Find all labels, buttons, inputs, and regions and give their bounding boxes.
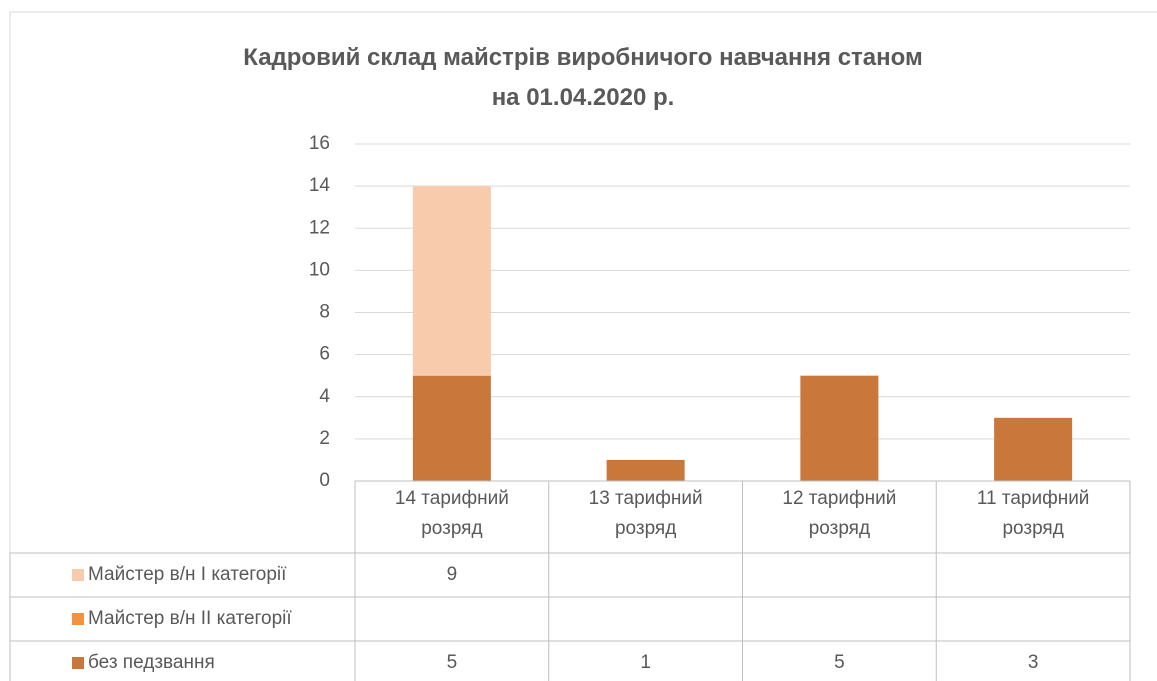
y-tick-label: 14 xyxy=(309,175,331,196)
bar xyxy=(412,186,491,376)
data-label: 5 xyxy=(834,652,845,673)
bar xyxy=(994,417,1073,481)
y-tick-label: 8 xyxy=(319,302,330,323)
bar xyxy=(800,375,879,481)
y-tick-label: 12 xyxy=(309,217,330,238)
bar xyxy=(412,375,491,481)
y-tick-label: 16 xyxy=(309,133,330,154)
y-tick-label: 0 xyxy=(319,470,330,491)
y-tick-label: 6 xyxy=(319,344,330,365)
x-tick-label: 11 тарифний розряд xyxy=(976,488,1090,539)
x-tick-label: 14 тарифний розряд xyxy=(394,488,509,539)
chart-title: Кадровий склад майстрів виробничого навч… xyxy=(243,44,923,111)
legend-label: Майстер в/н ІІ категорії xyxy=(88,608,292,629)
bar xyxy=(606,459,685,481)
x-tick-label: 12 тарифний розряд xyxy=(782,488,897,539)
x-tick-label: 13 тарифний розряд xyxy=(588,488,703,539)
data-label: 5 xyxy=(447,652,458,673)
legend-swatch xyxy=(72,569,84,581)
data-label: 3 xyxy=(1028,652,1039,673)
data-label: 1 xyxy=(640,652,651,673)
chart-border xyxy=(9,11,1157,681)
legend-label: Майстер в/н І категорії xyxy=(88,564,287,585)
legend-label: без педзвання xyxy=(88,652,215,673)
data-label: 9 xyxy=(447,564,458,585)
y-tick-label: 10 xyxy=(309,259,330,280)
legend-swatch xyxy=(72,613,84,625)
legend-swatch xyxy=(72,657,84,669)
y-tick-label: 4 xyxy=(319,386,330,407)
y-tick-label: 2 xyxy=(319,428,330,449)
